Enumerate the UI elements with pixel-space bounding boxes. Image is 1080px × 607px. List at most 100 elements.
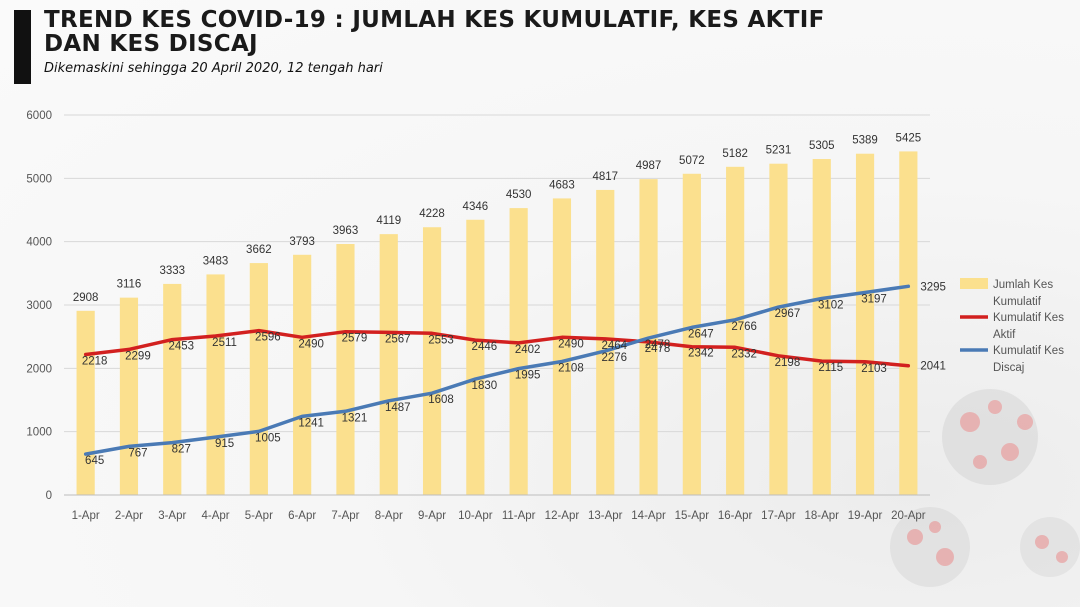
legend-label-continued: Discaj <box>993 362 1024 374</box>
grid-lines <box>64 114 930 496</box>
bar-jumlah-kes <box>422 227 442 495</box>
legend-label-continued: Kumulatif <box>993 296 1042 308</box>
x-tick-label: 2-Apr <box>115 510 143 522</box>
y-tick-label: 6000 <box>26 110 52 122</box>
bar-data-label: 5305 <box>809 140 835 152</box>
x-tick-label: 9-Apr <box>418 510 446 522</box>
bar-jumlah-kes <box>466 219 485 495</box>
bar-jumlah-kes <box>336 244 355 495</box>
aktif-data-label: 2490 <box>558 338 584 350</box>
y-tick-label: 4000 <box>26 237 52 249</box>
bar-jumlah-kes <box>163 283 182 495</box>
discaj-data-label: 1241 <box>298 417 324 429</box>
discaj-data-label: 3197 <box>861 294 887 306</box>
x-tick-label: 13-Apr <box>588 510 623 522</box>
aktif-data-label: 2299 <box>125 350 151 362</box>
x-tick-label: 18-Apr <box>804 510 839 522</box>
discaj-data-label: 1608 <box>428 394 454 406</box>
bar-jumlah-kes <box>899 151 918 495</box>
x-tick-label: 6-Apr <box>288 510 316 522</box>
bar-data-label: 3483 <box>203 255 229 267</box>
discaj-data-label: 1321 <box>342 412 368 424</box>
bar-data-label: 4228 <box>419 208 445 220</box>
aktif-data-label: 2332 <box>731 348 757 360</box>
aktif-data-label: 2511 <box>212 337 237 349</box>
bar-series <box>76 151 918 496</box>
line-kes-discaj <box>83 284 911 456</box>
discaj-data-label: 1487 <box>385 402 411 414</box>
aktif-data-label: 2218 <box>82 356 108 368</box>
x-tick-label: 19-Apr <box>848 510 883 522</box>
aktif-data-label: 2198 <box>775 357 801 369</box>
page-title: TREND KES COVID-19 : JUMLAH KES KUMULATI… <box>44 7 825 57</box>
bar-data-label: 2908 <box>73 292 99 304</box>
y-tick-label: 0 <box>46 490 52 502</box>
aktif-data-label: 2446 <box>472 341 498 353</box>
aktif-data-label: 2115 <box>818 362 843 374</box>
discaj-data-label: 1830 <box>472 380 498 392</box>
x-tick-label: 20-Apr <box>891 510 926 522</box>
y-tick-label: 5000 <box>26 173 52 185</box>
legend-swatch-bar <box>960 278 988 289</box>
bar-data-label: 5425 <box>896 132 922 144</box>
data-labels: 2908 3116 3333 3483 3662 3793 3963 4119 4228 4346… <box>73 132 946 467</box>
aktif-data-label: 2402 <box>515 344 541 356</box>
discaj-data-label: 2478 <box>645 339 671 351</box>
bar-jumlah-kes <box>596 189 615 495</box>
y-tick-label: 2000 <box>26 363 52 375</box>
bar-data-label: 4987 <box>636 160 662 172</box>
discaj-data-label: 1005 <box>255 432 281 444</box>
line-series <box>83 284 911 456</box>
discaj-data-label: 2647 <box>688 328 714 340</box>
bar-jumlah-kes <box>682 173 701 496</box>
bar-jumlah-kes <box>552 198 572 495</box>
discaj-data-label: 645 <box>85 455 104 467</box>
x-tick-label: 7-Apr <box>331 510 359 522</box>
x-tick-label: 4-Apr <box>201 510 229 522</box>
bar-data-label: 4817 <box>592 171 618 183</box>
legend-label: Kumulatif Kes <box>993 312 1064 324</box>
bar-jumlah-kes <box>726 166 745 495</box>
bar-data-label: 3116 <box>117 279 142 291</box>
bar-data-label: 4530 <box>506 189 532 201</box>
bar-data-label: 3662 <box>246 244 272 256</box>
discaj-data-label: 827 <box>172 444 191 456</box>
legend-label: Kumulatif Kes <box>993 345 1064 357</box>
discaj-data-label: 1995 <box>515 370 541 382</box>
bar-jumlah-kes <box>76 310 95 495</box>
aktif-data-label: 2553 <box>428 334 454 346</box>
bar-data-label: 5182 <box>722 148 748 160</box>
aktif-data-label: 2490 <box>298 338 324 350</box>
discaj-data-label: 915 <box>215 438 234 450</box>
aktif-data-label: 2041 <box>920 361 946 373</box>
x-tick-label: 17-Apr <box>761 510 796 522</box>
aktif-data-label: 2567 <box>385 333 411 345</box>
bar-jumlah-kes <box>769 163 788 495</box>
aktif-data-label: 2579 <box>342 333 368 345</box>
discaj-data-label: 2108 <box>558 362 584 374</box>
x-tick-label: 1-Apr <box>72 510 100 522</box>
bar-data-label: 5389 <box>852 135 878 147</box>
axes: 0 1000 2000 3000 4000 5000 6000 1-Apr 2-Apr 3-Apr… <box>26 110 930 522</box>
line-kes-aktif <box>83 328 911 368</box>
discaj-data-label: 3102 <box>818 300 844 312</box>
bar-jumlah-kes <box>509 208 528 495</box>
discaj-data-label: 767 <box>128 447 147 459</box>
x-tick-label: 10-Apr <box>458 510 493 522</box>
x-tick-label: 3-Apr <box>158 510 186 522</box>
x-tick-label: 16-Apr <box>718 510 753 522</box>
legend-label-continued: Aktif <box>993 329 1016 341</box>
bar-data-label: 4119 <box>376 215 401 227</box>
x-tick-label: 14-Apr <box>631 510 666 522</box>
aktif-data-label: 2478 <box>645 343 671 355</box>
aktif-data-label: 2596 <box>255 332 281 344</box>
virus-decoration-icon <box>890 389 1080 587</box>
bar-data-label: 3793 <box>289 236 315 248</box>
title-accent-bar <box>14 10 31 84</box>
aktif-data-label: 2342 <box>688 348 714 360</box>
discaj-data-label: 2276 <box>601 352 627 364</box>
aktif-data-label: 2103 <box>861 363 887 375</box>
aktif-data-label: 2464 <box>601 340 627 352</box>
discaj-data-label: 3295 <box>920 281 946 293</box>
